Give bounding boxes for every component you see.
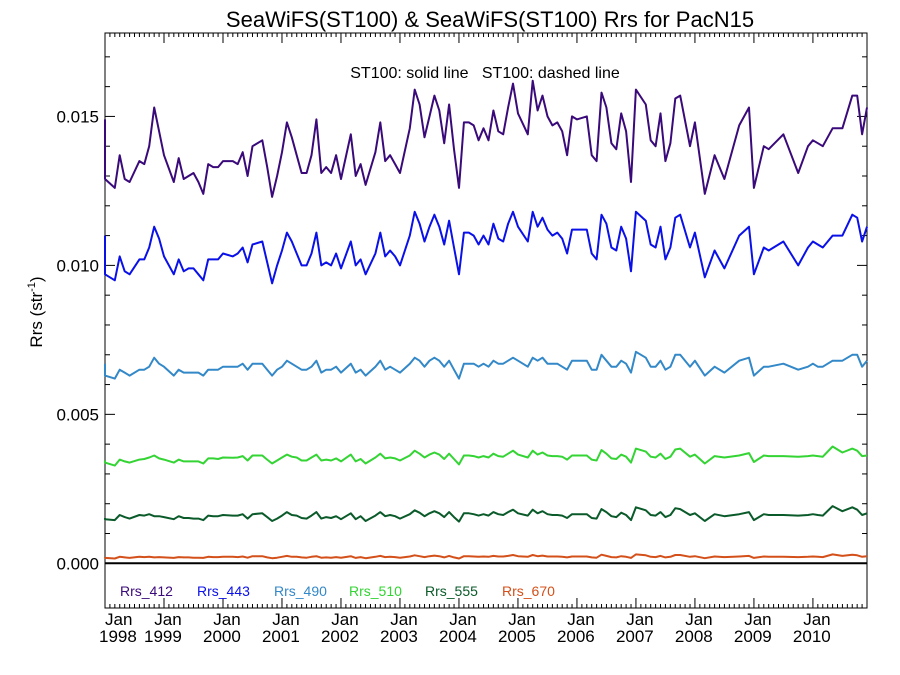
plot-frame — [104, 32, 868, 609]
x-tick-month-label: Jan — [685, 610, 712, 629]
x-tick-year-label: 2006 — [557, 627, 595, 646]
x-tick-year-label: 2007 — [616, 627, 654, 646]
x-tick-month-label: Jan — [331, 610, 358, 629]
x-tick-month-label: Jan — [154, 610, 181, 629]
series-line-rrs-412 — [104, 79, 868, 198]
x-tick-month-label: Jan — [213, 610, 240, 629]
x-tick-year-label: 2004 — [439, 627, 477, 646]
x-tick-month-label: Jan — [744, 610, 771, 629]
x-tick-year-label: 2005 — [498, 627, 536, 646]
x-tick-year-label: 2010 — [793, 627, 831, 646]
x-tick-month-label: Jan — [272, 610, 299, 629]
series-line-rrs-510 — [104, 445, 868, 467]
legend-entry-rrs-510: Rrs_510 — [349, 583, 402, 599]
y-tick-label: 0.010 — [56, 256, 99, 275]
series-line-rrs-555 — [104, 505, 868, 523]
x-tick-month-label: Jan — [626, 610, 653, 629]
y-tick-label: 0.005 — [56, 405, 99, 424]
x-tick-month-label: Jan — [508, 610, 535, 629]
x-tick-year-label: 1998 — [99, 627, 137, 646]
x-tick-month-label: Jan — [390, 610, 417, 629]
x-tick-year-label: 2000 — [203, 627, 241, 646]
x-tick-year-label: 2009 — [734, 627, 772, 646]
legend-entry-rrs-555: Rrs_555 — [425, 583, 478, 599]
legend-entry-rrs-490: Rrs_490 — [274, 583, 327, 599]
series-line-rrs-490 — [104, 350, 868, 380]
line-style-annotation: ST100: solid line ST100: dashed line — [350, 65, 620, 82]
y-axis-label-close: ) — [27, 276, 46, 282]
y-axis-label: Rrs (str-1) — [26, 276, 46, 347]
y-axis-label-superscript: -1 — [26, 282, 38, 292]
y-tick-label: 0.000 — [56, 554, 99, 573]
chart-title: SeaWiFS(ST100) & SeaWiFS(ST100) Rrs for … — [226, 7, 754, 32]
x-tick-month-label: Jan — [449, 610, 476, 629]
x-tick-year-label: 2001 — [262, 627, 300, 646]
x-tick-year-label: 1999 — [144, 627, 182, 646]
y-tick-label: 0.015 — [56, 107, 99, 126]
plot-area: 0.0000.0050.0100.015Jan1998Jan1999Jan200… — [56, 32, 868, 646]
x-tick-month-label: Jan — [105, 610, 132, 629]
y-axis-label-main: Rrs (str — [27, 292, 46, 348]
legend-entry-rrs-412: Rrs_412 — [120, 583, 173, 599]
x-tick-year-label: 2008 — [675, 627, 713, 646]
legend-entry-rrs-443: Rrs_443 — [197, 583, 250, 599]
series-line-rrs-670 — [104, 553, 868, 560]
x-tick-year-label: 2003 — [380, 627, 418, 646]
legend-entry-rrs-670: Rrs_670 — [502, 583, 555, 599]
series-line-rrs-443 — [104, 210, 868, 285]
x-tick-month-label: Jan — [803, 610, 830, 629]
x-tick-month-label: Jan — [567, 610, 594, 629]
x-tick-year-label: 2002 — [321, 627, 359, 646]
